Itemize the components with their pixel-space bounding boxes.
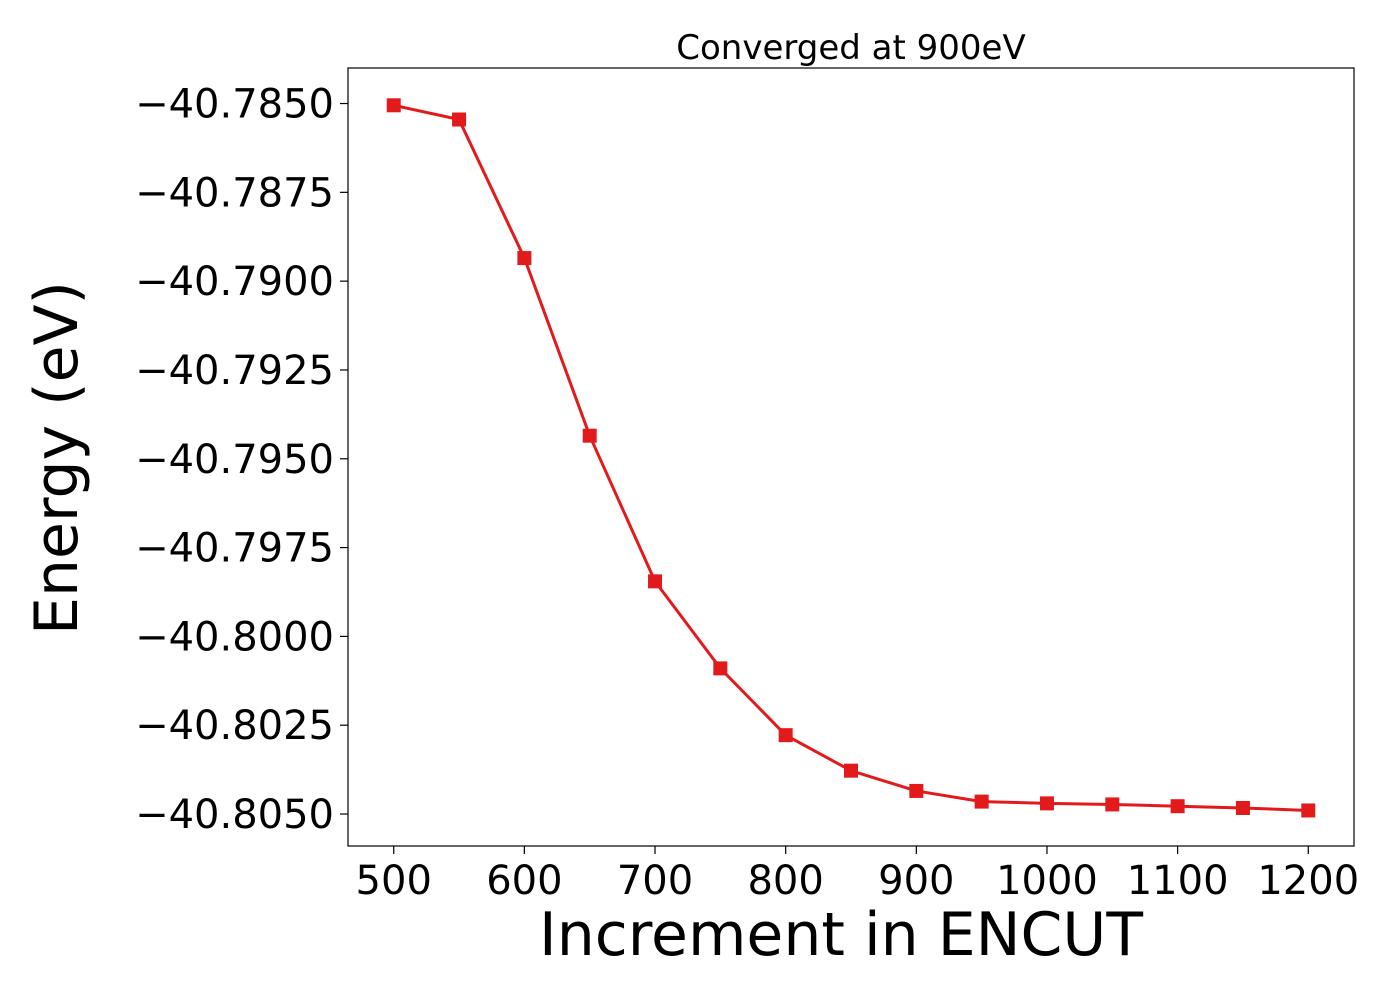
data-point-marker — [1105, 797, 1120, 812]
data-point-marker — [386, 98, 401, 113]
y-tick-label: −40.8025 — [135, 703, 334, 749]
data-point-marker — [778, 728, 793, 743]
x-tick-label: 800 — [747, 858, 823, 904]
y-tick-label: −40.7950 — [135, 437, 334, 483]
data-point-marker — [1235, 800, 1250, 815]
y-tick-label: −40.7975 — [135, 526, 334, 572]
data-point-marker — [974, 794, 989, 809]
data-point-marker — [844, 763, 858, 778]
data-point-marker — [648, 574, 663, 589]
y-tick-label: −40.7850 — [135, 82, 334, 128]
x-tick-label: 1200 — [1257, 858, 1359, 904]
data-point-marker — [1170, 799, 1185, 814]
series-line — [393, 103, 1309, 812]
chart-title: Converged at 900eV — [676, 28, 1025, 68]
y-tick-label: −40.8050 — [135, 792, 334, 838]
x-tick-label: 500 — [356, 858, 432, 904]
y-tick-label: −40.8000 — [135, 614, 334, 660]
x-axis-ticks: 500 600 700 800 900 1000 1100 1200 — [356, 846, 1359, 904]
data-point-marker — [517, 251, 532, 266]
x-tick-label: 700 — [617, 858, 693, 904]
data-point-marker — [452, 112, 467, 127]
data-point-marker — [909, 783, 924, 798]
y-tick-label: −40.7925 — [135, 348, 334, 394]
series-layer — [386, 98, 1316, 818]
x-tick-label: 900 — [878, 858, 954, 904]
x-tick-label: 1100 — [1127, 858, 1229, 904]
data-point-marker — [1039, 796, 1054, 811]
data-point-marker — [1301, 803, 1316, 818]
y-tick-label: −40.7875 — [135, 170, 334, 216]
y-axis-ticks: −40.7850 −40.7875 −40.7900 −40.7925 −40.7950… — [135, 82, 348, 838]
x-tick-label: 1000 — [996, 858, 1098, 904]
data-point-marker — [582, 428, 597, 443]
x-tick-label: 600 — [486, 858, 562, 904]
x-axis-title: Increment in ENCUT — [539, 900, 1143, 970]
plot-area-frame — [347, 67, 1355, 847]
y-tick-label: −40.7900 — [135, 259, 334, 305]
data-point-marker — [713, 661, 728, 676]
y-axis-title: Energy (eV) — [22, 281, 92, 635]
